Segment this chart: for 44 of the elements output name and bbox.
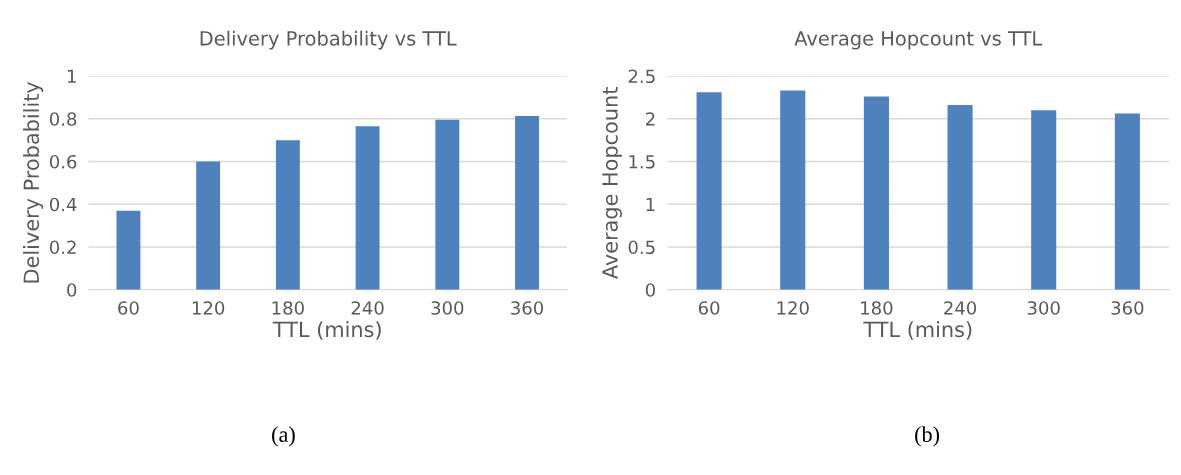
x-tick-label: 300 bbox=[1027, 301, 1060, 315]
x-axis-title: TTL (mins) bbox=[863, 321, 972, 340]
text: (b) bbox=[915, 426, 940, 447]
bar bbox=[355, 126, 380, 290]
bar bbox=[863, 96, 889, 290]
bar bbox=[947, 105, 973, 290]
x-tick-label: 300 bbox=[431, 301, 464, 315]
y-tick-label: 0.6 bbox=[49, 154, 77, 169]
bar bbox=[116, 210, 141, 290]
x-tick-label: 180 bbox=[272, 301, 304, 315]
text: (a) bbox=[272, 426, 295, 447]
x-tick-label: 180 bbox=[861, 301, 893, 315]
x-tick-label: 240 bbox=[944, 301, 977, 315]
y-tick-label: 2.5 bbox=[628, 69, 655, 84]
chart-title: Average Hopcount vs TTL bbox=[794, 31, 1043, 50]
y-axis-title: Average Hopcount bbox=[602, 87, 622, 280]
bar bbox=[275, 140, 300, 290]
y-axis-title: Delivery Probability bbox=[23, 81, 44, 283]
x-tick-label: 60 bbox=[698, 301, 720, 315]
x-tick-label: 60 bbox=[118, 301, 139, 315]
y-tick-label: 0.2 bbox=[49, 240, 76, 255]
bar bbox=[1031, 110, 1057, 290]
bar bbox=[435, 119, 460, 290]
x-tick-label: 120 bbox=[192, 301, 225, 315]
bar bbox=[1114, 113, 1140, 290]
x-tick-label: 360 bbox=[511, 301, 544, 315]
y-tick-label: 0.4 bbox=[49, 197, 77, 212]
y-tick-label: 0 bbox=[67, 283, 77, 297]
y-tick-label: 0.8 bbox=[49, 112, 77, 126]
y-tick-label: 0 bbox=[645, 283, 655, 297]
y-tick-label: 1 bbox=[646, 197, 655, 212]
y-tick-label: 1.5 bbox=[629, 155, 655, 169]
x-tick-label: 360 bbox=[1111, 301, 1144, 315]
bar bbox=[780, 90, 806, 290]
y-tick-label: 1 bbox=[67, 69, 76, 83]
y-tick-label: 2 bbox=[645, 112, 655, 126]
y-tick-label: 0.5 bbox=[628, 240, 655, 255]
x-tick-label: 120 bbox=[777, 301, 809, 315]
x-tick-label: 240 bbox=[351, 301, 384, 315]
x-axis-title: TTL (mins) bbox=[272, 321, 381, 340]
bar bbox=[696, 92, 722, 290]
chart-title: Delivery Probability vs TTL bbox=[200, 30, 457, 50]
bar bbox=[515, 115, 539, 290]
bar bbox=[196, 161, 221, 290]
